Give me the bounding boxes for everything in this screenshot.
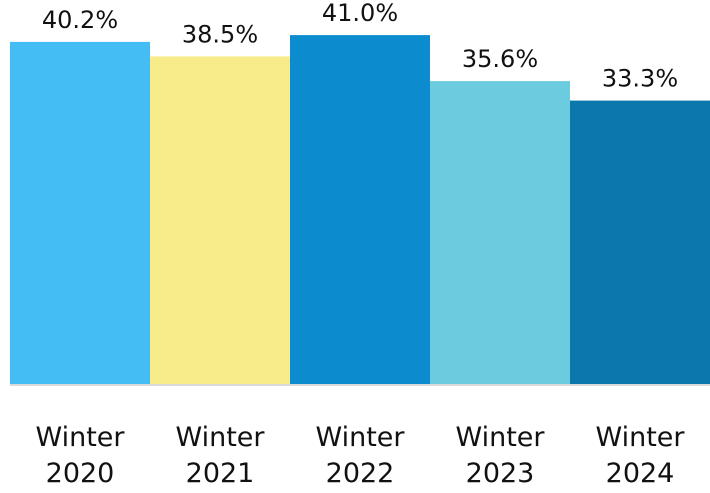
- category-labels-layer: Winter 2020 Winter 2021 Winter 2022 Winter 2023…: [35, 422, 685, 489]
- category-label-1-line-0: Winter: [175, 422, 265, 453]
- category-label-3-line-1: 2023: [466, 458, 535, 489]
- value-label-4: 33.3%: [602, 65, 678, 93]
- category-label-4-line-0: Winter: [595, 422, 685, 453]
- category-label-1-line-1: 2021: [186, 458, 255, 489]
- value-label-3: 35.6%: [462, 45, 538, 73]
- bars-layer: [10, 35, 710, 385]
- value-label-2: 41.0%: [322, 0, 398, 27]
- bar-4: [570, 100, 710, 384]
- category-label-2-line-0: Winter: [315, 422, 405, 453]
- bar-3: [430, 81, 570, 384]
- bar-1: [150, 56, 290, 385]
- bar-0: [10, 41, 150, 385]
- value-label-1: 38.5%: [182, 20, 258, 48]
- value-label-0: 40.2%: [42, 6, 118, 34]
- category-label-0-line-0: Winter: [35, 422, 125, 453]
- category-label-3-line-0: Winter: [455, 422, 545, 453]
- category-label-0-line-1: 2020: [46, 458, 115, 489]
- bar-2: [290, 35, 430, 384]
- category-label-4-line-1: 2024: [606, 458, 675, 489]
- category-label-2-line-1: 2022: [326, 458, 395, 489]
- value-labels-layer: 40.2% 38.5% 41.0% 35.6% 33.3%: [42, 0, 678, 93]
